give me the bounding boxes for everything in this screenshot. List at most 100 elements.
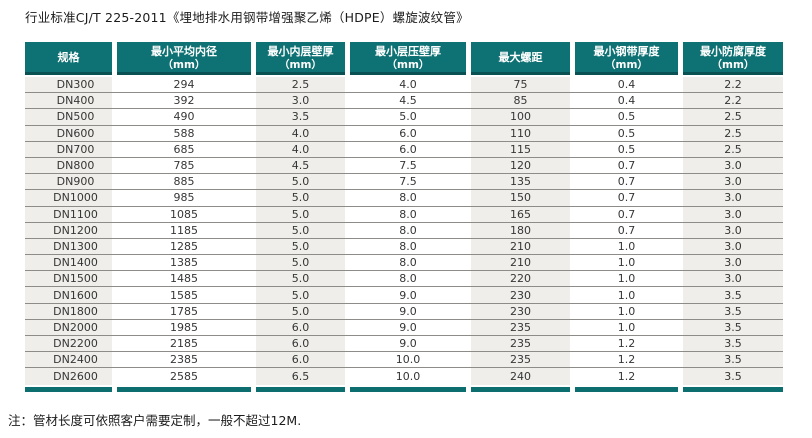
table-cell: 235 [471, 336, 570, 352]
table-cell: 2.2 [683, 77, 783, 93]
table-cell: 2.5 [683, 109, 783, 125]
table-cell: 3.0 [683, 206, 783, 222]
column-header-unit: （mm） [279, 58, 322, 71]
table-cell: 6.0 [256, 336, 345, 352]
table-cell: 110 [471, 125, 570, 141]
table-cell: DN2600 [25, 368, 112, 385]
table-cell: 1.0 [575, 271, 678, 287]
table-cell: 3.5 [683, 303, 783, 319]
table-cell: 5.0 [350, 109, 466, 125]
table-cell: 6.0 [256, 352, 345, 368]
bottom-bar-segment [25, 386, 112, 392]
table-cell: 1.0 [575, 287, 678, 303]
bottom-bar-segment [683, 386, 783, 392]
table-cell: 294 [117, 77, 251, 93]
table-cell: 230 [471, 287, 570, 303]
table-cell: 985 [117, 190, 251, 206]
table-cell: 9.0 [350, 319, 466, 335]
table-cell: 0.7 [575, 157, 678, 174]
table-cell: 3.5 [256, 109, 345, 125]
table-cell: 4.0 [256, 125, 345, 141]
table-cell: 6.0 [350, 141, 466, 157]
table-cell: DN800 [25, 157, 112, 174]
table-cell: 1485 [117, 271, 251, 287]
table-cell: 9.0 [350, 336, 466, 352]
table-cell: DN900 [25, 174, 112, 190]
table-cell: 120 [471, 157, 570, 174]
table-cell: 2.5 [683, 141, 783, 157]
table-cell: 230 [471, 303, 570, 319]
table-cell: 85 [471, 93, 570, 109]
table-cell: 2.5 [256, 77, 345, 93]
table-cell: 5.0 [256, 174, 345, 190]
table-row: DN300 294 2.5 4.0 75 0.4 2.2 [25, 77, 783, 94]
table-cell: 3.0 [683, 190, 783, 206]
table-cell: 1385 [117, 255, 251, 271]
table-cell: 8.0 [350, 190, 466, 206]
bottom-bar-segment [575, 386, 678, 392]
table-cell: 2585 [117, 368, 251, 385]
bottom-bar-segment [471, 386, 570, 392]
table-cell: DN300 [25, 77, 112, 93]
table-cell: 5.0 [256, 255, 345, 271]
table-row: DN1200 1185 5.0 8.0 180 0.7 3.0 [25, 222, 783, 239]
table-cell: 135 [471, 174, 570, 190]
table-cell: 6.0 [256, 319, 345, 335]
table-cell: 2.2 [683, 93, 783, 109]
table-cell: 7.5 [350, 157, 466, 174]
table-cell: 165 [471, 206, 570, 222]
column-header-label: 规格 [57, 51, 80, 65]
bottom-bar-segment [256, 386, 345, 392]
table-cell: 785 [117, 157, 251, 174]
table-cell: DN1000 [25, 190, 112, 206]
table-cell: 0.4 [575, 77, 678, 93]
table-cell: 150 [471, 190, 570, 206]
table-cell: 1585 [117, 287, 251, 303]
table-cell: 0.5 [575, 125, 678, 141]
table-cell: 235 [471, 319, 570, 335]
table-cell: 8.0 [350, 206, 466, 222]
table-cell: DN700 [25, 141, 112, 157]
table-cell: 8.0 [350, 271, 466, 287]
table-row: DN2000 1985 6.0 9.0 235 1.0 3.5 [25, 319, 783, 336]
table-cell: 1.0 [575, 319, 678, 335]
table-cell: 0.7 [575, 222, 678, 238]
column-header-label: 最小内层壁厚 [267, 44, 334, 58]
table-cell: 240 [471, 368, 570, 385]
table-cell: 1285 [117, 238, 251, 255]
table-row: DN700 685 4.0 6.0 115 0.5 2.5 [25, 141, 783, 158]
table-cell: 0.7 [575, 190, 678, 206]
table-row: DN900 885 5.0 7.5 135 0.7 3.0 [25, 174, 783, 191]
table-cell: DN1300 [25, 238, 112, 255]
table-cell: 1785 [117, 303, 251, 319]
table-cell: DN2400 [25, 352, 112, 368]
table-cell: DN1800 [25, 303, 112, 319]
table-cell: 1.2 [575, 368, 678, 385]
table-row: DN2400 2385 6.0 10.0 235 1.2 3.5 [25, 352, 783, 369]
table-cell: 0.4 [575, 93, 678, 109]
column-header-unit: （mm） [605, 58, 648, 71]
table-row: DN1600 1585 5.0 9.0 230 1.0 3.5 [25, 287, 783, 304]
table-cell: 3.0 [683, 222, 783, 238]
table-row: DN800 785 4.5 7.5 120 0.7 3.0 [25, 157, 783, 175]
table-cell: 180 [471, 222, 570, 238]
bottom-bar-segment [117, 386, 251, 392]
table-cell: 4.0 [256, 141, 345, 157]
table-row: DN400 392 3.0 4.5 85 0.4 2.2 [25, 93, 783, 110]
column-header-label: 最小防腐厚度 [700, 44, 766, 58]
table-cell: DN1200 [25, 222, 112, 238]
table-cell: 1.0 [575, 303, 678, 319]
column-header-unit: （mm） [162, 58, 206, 71]
table-cell: 10.0 [350, 368, 466, 385]
table-cell: 7.5 [350, 174, 466, 190]
column-header-label: 最小钢带厚度 [593, 44, 660, 58]
table-cell: 392 [117, 93, 251, 109]
table-cell: 8.0 [350, 238, 466, 255]
table-cell: 5.0 [256, 206, 345, 222]
table-cell: 2385 [117, 352, 251, 368]
table-cell: 1.0 [575, 238, 678, 255]
column-header: 最大螺距 [471, 42, 570, 75]
table-row: DN1100 1085 5.0 8.0 165 0.7 3.0 [25, 206, 783, 223]
table-cell: 3.5 [683, 287, 783, 303]
table-cell: 5.0 [256, 222, 345, 238]
